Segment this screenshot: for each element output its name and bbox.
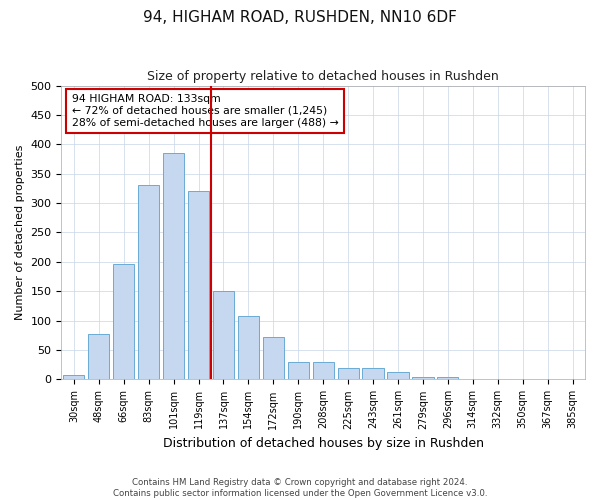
Title: Size of property relative to detached houses in Rushden: Size of property relative to detached ho… (148, 70, 499, 83)
Bar (287, 362, 309, 380)
Bar (88, 334, 109, 380)
X-axis label: Distribution of detached houses by size in Rushden: Distribution of detached houses by size … (163, 437, 484, 450)
Bar (338, 368, 359, 380)
Text: Contains HM Land Registry data © Crown copyright and database right 2024.
Contai: Contains HM Land Registry data © Crown c… (113, 478, 487, 498)
Bar (388, 372, 409, 380)
Bar (238, 316, 259, 380)
Bar (313, 362, 334, 380)
Bar (437, 377, 458, 380)
Bar (362, 368, 383, 380)
Bar (163, 153, 184, 380)
Bar (263, 336, 284, 380)
Bar (63, 374, 85, 380)
Y-axis label: Number of detached properties: Number of detached properties (15, 145, 25, 320)
Text: 94 HIGHAM ROAD: 133sqm
← 72% of detached houses are smaller (1,245)
28% of semi-: 94 HIGHAM ROAD: 133sqm ← 72% of detached… (72, 94, 338, 128)
Bar (213, 292, 234, 380)
Text: 94, HIGHAM ROAD, RUSHDEN, NN10 6DF: 94, HIGHAM ROAD, RUSHDEN, NN10 6DF (143, 10, 457, 25)
Bar (188, 192, 209, 380)
Bar (113, 264, 134, 380)
Bar (412, 376, 434, 380)
Bar (462, 379, 484, 380)
Bar (138, 186, 159, 380)
